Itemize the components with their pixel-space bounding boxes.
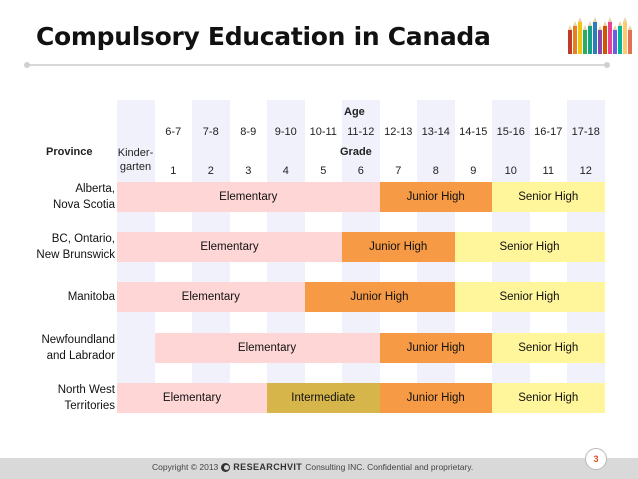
province-label-line: BC, Ontario, [51,233,115,245]
kindergarten-header: Kinder-garten [117,146,154,174]
pencil-tip [583,25,587,30]
grade-cell: 11 [542,165,554,177]
pencil-tip [603,21,607,26]
segment-junior-high: Junior High [379,333,492,363]
province-header: Province [46,146,93,158]
province-label-line: New Brunswick [36,249,115,261]
segment-senior-high: Senior High [454,232,605,262]
province-label: BC, Ontario, New Brunswick [36,231,115,263]
province-label-line: Newfoundland [41,334,115,346]
segment-intermediate: Intermediate [267,383,380,413]
pencil-tip [573,21,577,26]
footer-text: Copyright © 2013 RESEARCHVIT Consulting … [152,462,473,472]
kindergarten-header-line: Kinder- [117,147,154,159]
age-cell: 15-16 [496,126,525,138]
province-label-line: Manitoba [67,291,115,303]
grade-cell: 7 [395,165,402,177]
grade-cell: 8 [432,165,439,177]
pencil-tip [578,17,582,22]
segment-senior-high: Senior High [492,383,605,413]
segment-junior-high: Junior High [379,182,492,212]
age-header: Age [344,106,365,118]
province-label-line: Territories [64,400,115,412]
pencil-tip [613,25,617,30]
age-cell: 8-9 [240,126,257,138]
age-cell: 14-15 [459,126,488,138]
segment-elementary: Elementary [117,232,342,262]
title-divider [24,62,610,68]
segment-elementary: Elementary [117,182,380,212]
footer-bar [0,458,638,479]
age-cell: 13-14 [421,126,450,138]
grade-cell: 3 [245,165,252,177]
pencil-tip [608,17,612,22]
pencil-tip [628,25,632,30]
kindergarten-header-line: garten [119,161,152,173]
page-title: Compulsory Education in Canada [36,22,491,51]
footer-brand: RESEARCHVIT [233,462,303,472]
segment-junior-high: Junior High [342,232,455,262]
pencil-tip [598,25,602,30]
pencil-tip [618,21,622,26]
grade-cell: 1 [170,165,177,177]
age-cell: 16-17 [534,126,563,138]
pencil-tip [593,17,597,22]
brand-logo-icon [221,462,231,472]
province-label: Newfoundland and Labrador [41,332,115,364]
segment-senior-high: Senior High [492,182,605,212]
segment-junior-high: Junior High [379,383,492,413]
grade-cell: 4 [282,165,289,177]
pencil-shape [618,26,622,54]
province-label-line: Nova Scotia [52,199,115,211]
pencil-shape [603,26,607,54]
page-number: 3 [585,448,607,470]
pencil-shape [613,30,617,54]
pencil-shape [623,22,627,54]
age-cell: 6-7 [165,126,182,138]
grade-cell: 5 [320,165,327,177]
footer-copyright: Copyright © 2013 [152,462,219,472]
pencil-tip [568,25,572,30]
age-cell: 10-11 [309,126,337,138]
segment-elementary: Elementary [117,282,305,312]
colored-pencils-icon [568,17,632,54]
grade-cell: 2 [207,165,214,177]
grade-cell: 12 [579,165,592,177]
footer-suffix: Consulting INC. Confidential and proprie… [305,462,474,472]
age-cell: 7-8 [202,126,219,138]
grade-cell: 10 [504,165,517,177]
pencil-shape [583,30,587,54]
segment-senior-high: Senior High [454,282,605,312]
pencil-shape [573,26,577,54]
pencil-shape [598,30,602,54]
pencil-shape [593,22,597,54]
pencil-shape [588,26,592,54]
pencil-shape [628,30,632,54]
pencil-shape [608,22,612,54]
grade-header: Grade [340,146,372,158]
age-cell: 11-12 [347,126,375,138]
segment-junior-high: Junior High [304,282,455,312]
age-cell: 9-10 [274,126,297,138]
province-label: Alberta, Nova Scotia [53,181,115,213]
grade-cell: 9 [470,165,477,177]
segment-senior-high: Senior High [492,333,605,363]
province-label-line: and Labrador [46,350,115,362]
pencil-tip [588,21,592,26]
grade-cell: 6 [357,165,364,177]
segment-elementary: Elementary [154,333,380,363]
pencil-tip [623,17,627,22]
province-label-line: Alberta, [75,183,115,195]
province-label: Manitoba [68,289,115,305]
pencil-shape [568,30,572,54]
age-cell: 17-18 [571,126,600,138]
province-label-line: North West [57,384,115,396]
age-cell: 12-13 [384,126,413,138]
pencil-shape [578,22,582,54]
province-label: North West Territories [58,382,115,414]
segment-elementary: Elementary [117,383,267,413]
